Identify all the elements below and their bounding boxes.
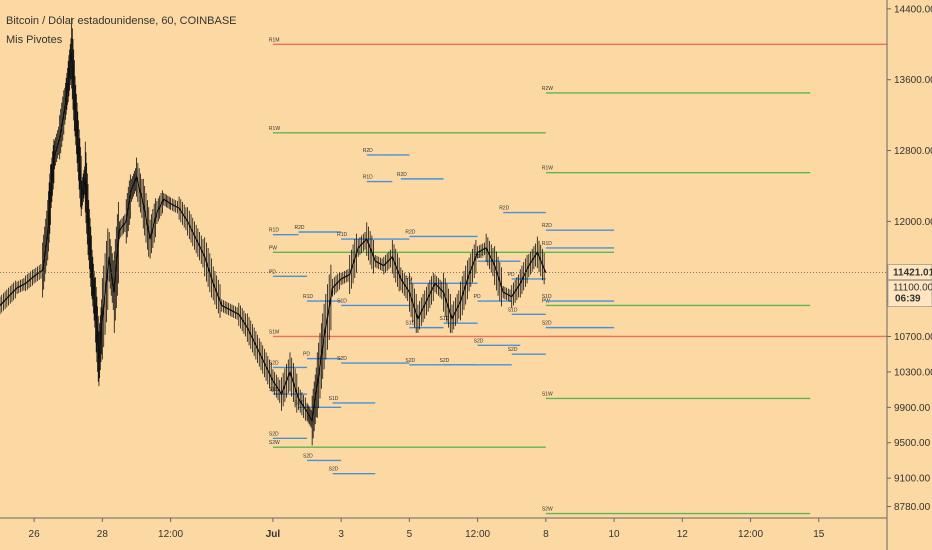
pivot-label-r2d: R2D [499, 206, 509, 212]
pivot-label-s2d: S2D [329, 467, 339, 473]
pivot-label-s2d: S2D [474, 338, 484, 344]
x-tick-label: 26 [29, 529, 41, 540]
countdown-value: 06:39 [895, 294, 921, 305]
pivot-label-pd: PD [508, 272, 515, 278]
y-tick-label: 9900.00 [894, 403, 931, 414]
pivot-label-s1w: S1W [542, 391, 553, 397]
pivot-label-s2d: S2D [303, 453, 313, 459]
y-tick-label: 10700.00 [894, 332, 932, 343]
pivot-label-s2d: S2D [440, 358, 450, 364]
pivot-label-s2d: S2D [269, 431, 279, 437]
y-tick-label: 12800.00 [894, 146, 932, 157]
y-tick-label: 9500.00 [894, 438, 931, 449]
pivot-label-pd: PD [303, 352, 310, 358]
y-tick-label: 13600.00 [894, 75, 932, 86]
x-tick-label: Jul [266, 529, 281, 540]
pivot-label-r1d: R1D [474, 254, 484, 260]
y-tick-label: 14400.00 [894, 4, 932, 15]
pivot-label-r2d: R2D [405, 229, 415, 235]
pivot-label-pd: PD [474, 294, 481, 300]
pivot-label-s2d: S2D [269, 360, 279, 366]
y-tick-label: 12000.00 [894, 217, 932, 228]
pivot-label-s1d: S1D [405, 321, 415, 327]
pivot-label-pd: PD [269, 269, 276, 275]
pivot-label-r2d: R2D [295, 225, 305, 231]
pivot-label-s2w: S2W [269, 440, 280, 446]
x-tick-label: 5 [407, 529, 413, 540]
pivot-label-s1d: S1D [337, 298, 347, 304]
pivot-label-r1d: R1D [363, 175, 373, 181]
y-tick-label: 8780.00 [894, 502, 931, 513]
pivot-label-s2d: S2D [542, 321, 552, 327]
pivot-label-s2d: S2D [337, 356, 347, 362]
pivot-label-s2d: S2D [405, 358, 415, 364]
pivot-label-r1d: R1D [303, 294, 313, 300]
pivot-label-r2d: R2D [397, 172, 407, 178]
pivot-label-r2d: R2D [542, 223, 552, 229]
pivot-label-s1d: S1D [440, 316, 450, 322]
hidden-price-label: 11100.00 [893, 283, 932, 294]
current-price-badge[interactable] [887, 264, 932, 280]
x-tick-label: 12:00 [158, 529, 183, 540]
pivot-label-s1d: S1D [329, 396, 339, 402]
pivot-label-s1m: S1M [269, 329, 279, 335]
chart-legend: Bitcoin / Dólar estadounidense, 60, COIN… [6, 12, 237, 50]
pivot-label-r1d: R1D [337, 232, 347, 238]
pivot-label-s2w: S2W [542, 507, 553, 513]
pivot-label-s2d: S2D [508, 347, 518, 353]
indicator-name[interactable]: Mis Pivotes [6, 34, 63, 46]
pivot-label-r1d: R1D [542, 241, 552, 247]
x-tick-label: 12:00 [465, 529, 490, 540]
pivot-label-pw: PW [269, 245, 277, 251]
pivot-label-r1w: R1W [269, 126, 280, 132]
y-tick-label: 9100.00 [894, 474, 931, 485]
pivot-label-s1d: S1D [542, 294, 552, 300]
x-tick-label: 28 [97, 529, 109, 540]
x-tick-label: 12:00 [738, 529, 763, 540]
pivot-label-r1w: R1W [542, 166, 553, 172]
pivot-label-s1d: S1D [295, 400, 305, 406]
countdown-badge [887, 280, 932, 307]
pivot-label-s1d: S1D [269, 387, 279, 393]
pivot-label-r1d: R1D [269, 228, 279, 234]
y-tick-label: 10300.00 [894, 367, 932, 378]
pivot-label-r2d: R2D [363, 148, 373, 154]
x-tick-label: 8 [543, 529, 549, 540]
pivot-label-r1m: R1M [269, 37, 280, 43]
x-tick-label: 10 [609, 529, 621, 540]
pivot-label-r2w: R2W [542, 86, 553, 92]
x-tick-label: 12 [677, 529, 689, 540]
symbol-title: Bitcoin / Dólar estadounidense, 60, COIN… [6, 15, 237, 27]
x-tick-label: 3 [338, 529, 344, 540]
pivot-label-s1d: S1D [508, 307, 518, 313]
x-tick-label: 15 [813, 529, 825, 540]
current-price-value: 11421.01 [893, 268, 932, 279]
